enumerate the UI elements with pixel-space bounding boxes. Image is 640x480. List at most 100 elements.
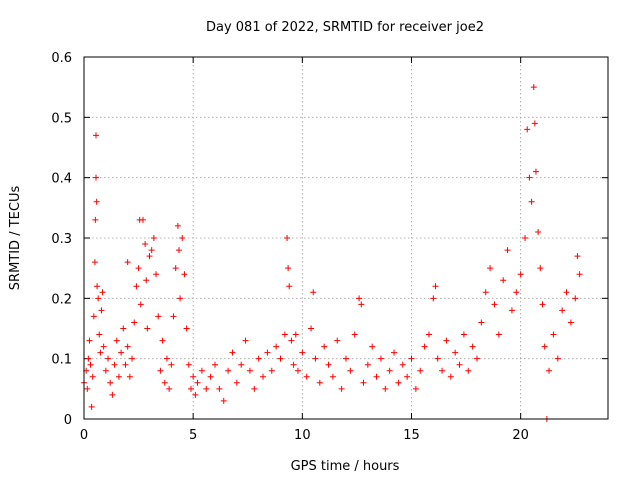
x-tick-label: 20	[512, 428, 529, 443]
data-point	[550, 331, 557, 338]
data-point	[98, 307, 105, 314]
y-tick-label: 0	[64, 413, 72, 428]
data-point	[135, 265, 142, 272]
y-tick-label: 0.1	[51, 353, 72, 368]
data-point	[153, 271, 160, 278]
y-tick-label: 0.6	[51, 51, 72, 66]
x-tick-label: 15	[403, 428, 420, 443]
data-point	[198, 367, 205, 374]
data-point	[203, 385, 210, 392]
data-point	[185, 361, 192, 368]
data-point	[399, 361, 406, 368]
data-point	[465, 367, 472, 374]
data-point	[524, 126, 531, 133]
data-point	[373, 373, 380, 380]
data-point	[113, 337, 120, 344]
axis-ticks: 0 5 10 15 20 0 0.1 0.2 0.3 0.4 0.5 0.6	[51, 51, 608, 443]
data-point	[87, 361, 94, 368]
data-point	[478, 319, 485, 326]
data-point	[290, 361, 297, 368]
data-point	[351, 331, 358, 338]
data-point	[99, 289, 106, 296]
data-point	[174, 222, 181, 229]
data-point	[325, 361, 332, 368]
data-point	[382, 385, 389, 392]
data-point	[528, 198, 535, 205]
data-point	[88, 403, 95, 410]
data-point	[285, 265, 292, 272]
data-point	[522, 235, 529, 241]
x-tick-label: 5	[189, 428, 197, 443]
data-point	[288, 337, 295, 344]
data-point	[559, 307, 566, 314]
y-tick-label: 0.5	[51, 111, 72, 126]
data-point	[268, 367, 275, 374]
data-point	[115, 373, 122, 380]
data-point	[567, 319, 574, 326]
data-point	[491, 301, 498, 308]
data-points	[81, 84, 583, 422]
data-point	[190, 373, 197, 380]
data-point	[96, 331, 103, 338]
data-point	[105, 355, 112, 362]
data-point	[124, 259, 131, 266]
data-point	[537, 265, 544, 272]
data-point	[102, 367, 109, 374]
data-point	[212, 361, 218, 368]
data-point	[142, 241, 149, 248]
data-point	[93, 174, 100, 181]
data-point	[364, 361, 371, 368]
data-point	[144, 325, 151, 332]
data-point	[161, 379, 168, 386]
data-point	[517, 271, 524, 278]
data-point	[329, 373, 336, 380]
data-point	[95, 295, 102, 302]
data-point	[93, 198, 100, 205]
data-point	[146, 253, 153, 260]
data-point	[574, 253, 581, 260]
data-point	[111, 361, 118, 368]
data-point	[447, 373, 454, 380]
data-point	[443, 337, 450, 344]
data-point	[546, 367, 553, 374]
data-point	[425, 331, 432, 338]
data-point	[321, 343, 328, 350]
data-point	[412, 385, 419, 392]
data-point	[469, 343, 476, 350]
data-point	[131, 319, 138, 326]
data-point	[452, 349, 459, 356]
data-point	[377, 355, 384, 362]
x-tick-label: 10	[294, 428, 311, 443]
data-point	[535, 228, 542, 235]
data-point	[531, 120, 538, 127]
data-point	[155, 313, 162, 320]
y-tick-label: 0.2	[51, 292, 72, 307]
data-point	[421, 343, 428, 350]
y-axis-label: SRMTID / TECUs	[8, 186, 23, 291]
data-point	[93, 132, 100, 139]
data-point	[192, 391, 199, 398]
data-point	[107, 379, 114, 386]
data-point	[281, 331, 288, 338]
data-point	[89, 373, 96, 380]
data-point	[308, 325, 315, 332]
data-point	[85, 355, 92, 362]
y-tick-label: 0.4	[51, 172, 72, 187]
data-point	[100, 343, 107, 350]
data-point	[229, 349, 236, 356]
data-point	[179, 235, 186, 241]
data-point	[207, 373, 214, 380]
data-point	[157, 367, 164, 374]
data-point	[369, 343, 376, 350]
data-point	[91, 259, 98, 266]
x-axis-label: GPS time / hours	[291, 459, 400, 474]
data-point	[456, 361, 463, 368]
data-point	[292, 331, 299, 338]
data-point	[92, 216, 99, 223]
data-point	[408, 355, 415, 362]
data-point	[126, 373, 133, 380]
data-point	[172, 265, 179, 272]
data-point	[310, 289, 317, 296]
data-point	[358, 301, 365, 308]
data-point	[386, 367, 393, 374]
